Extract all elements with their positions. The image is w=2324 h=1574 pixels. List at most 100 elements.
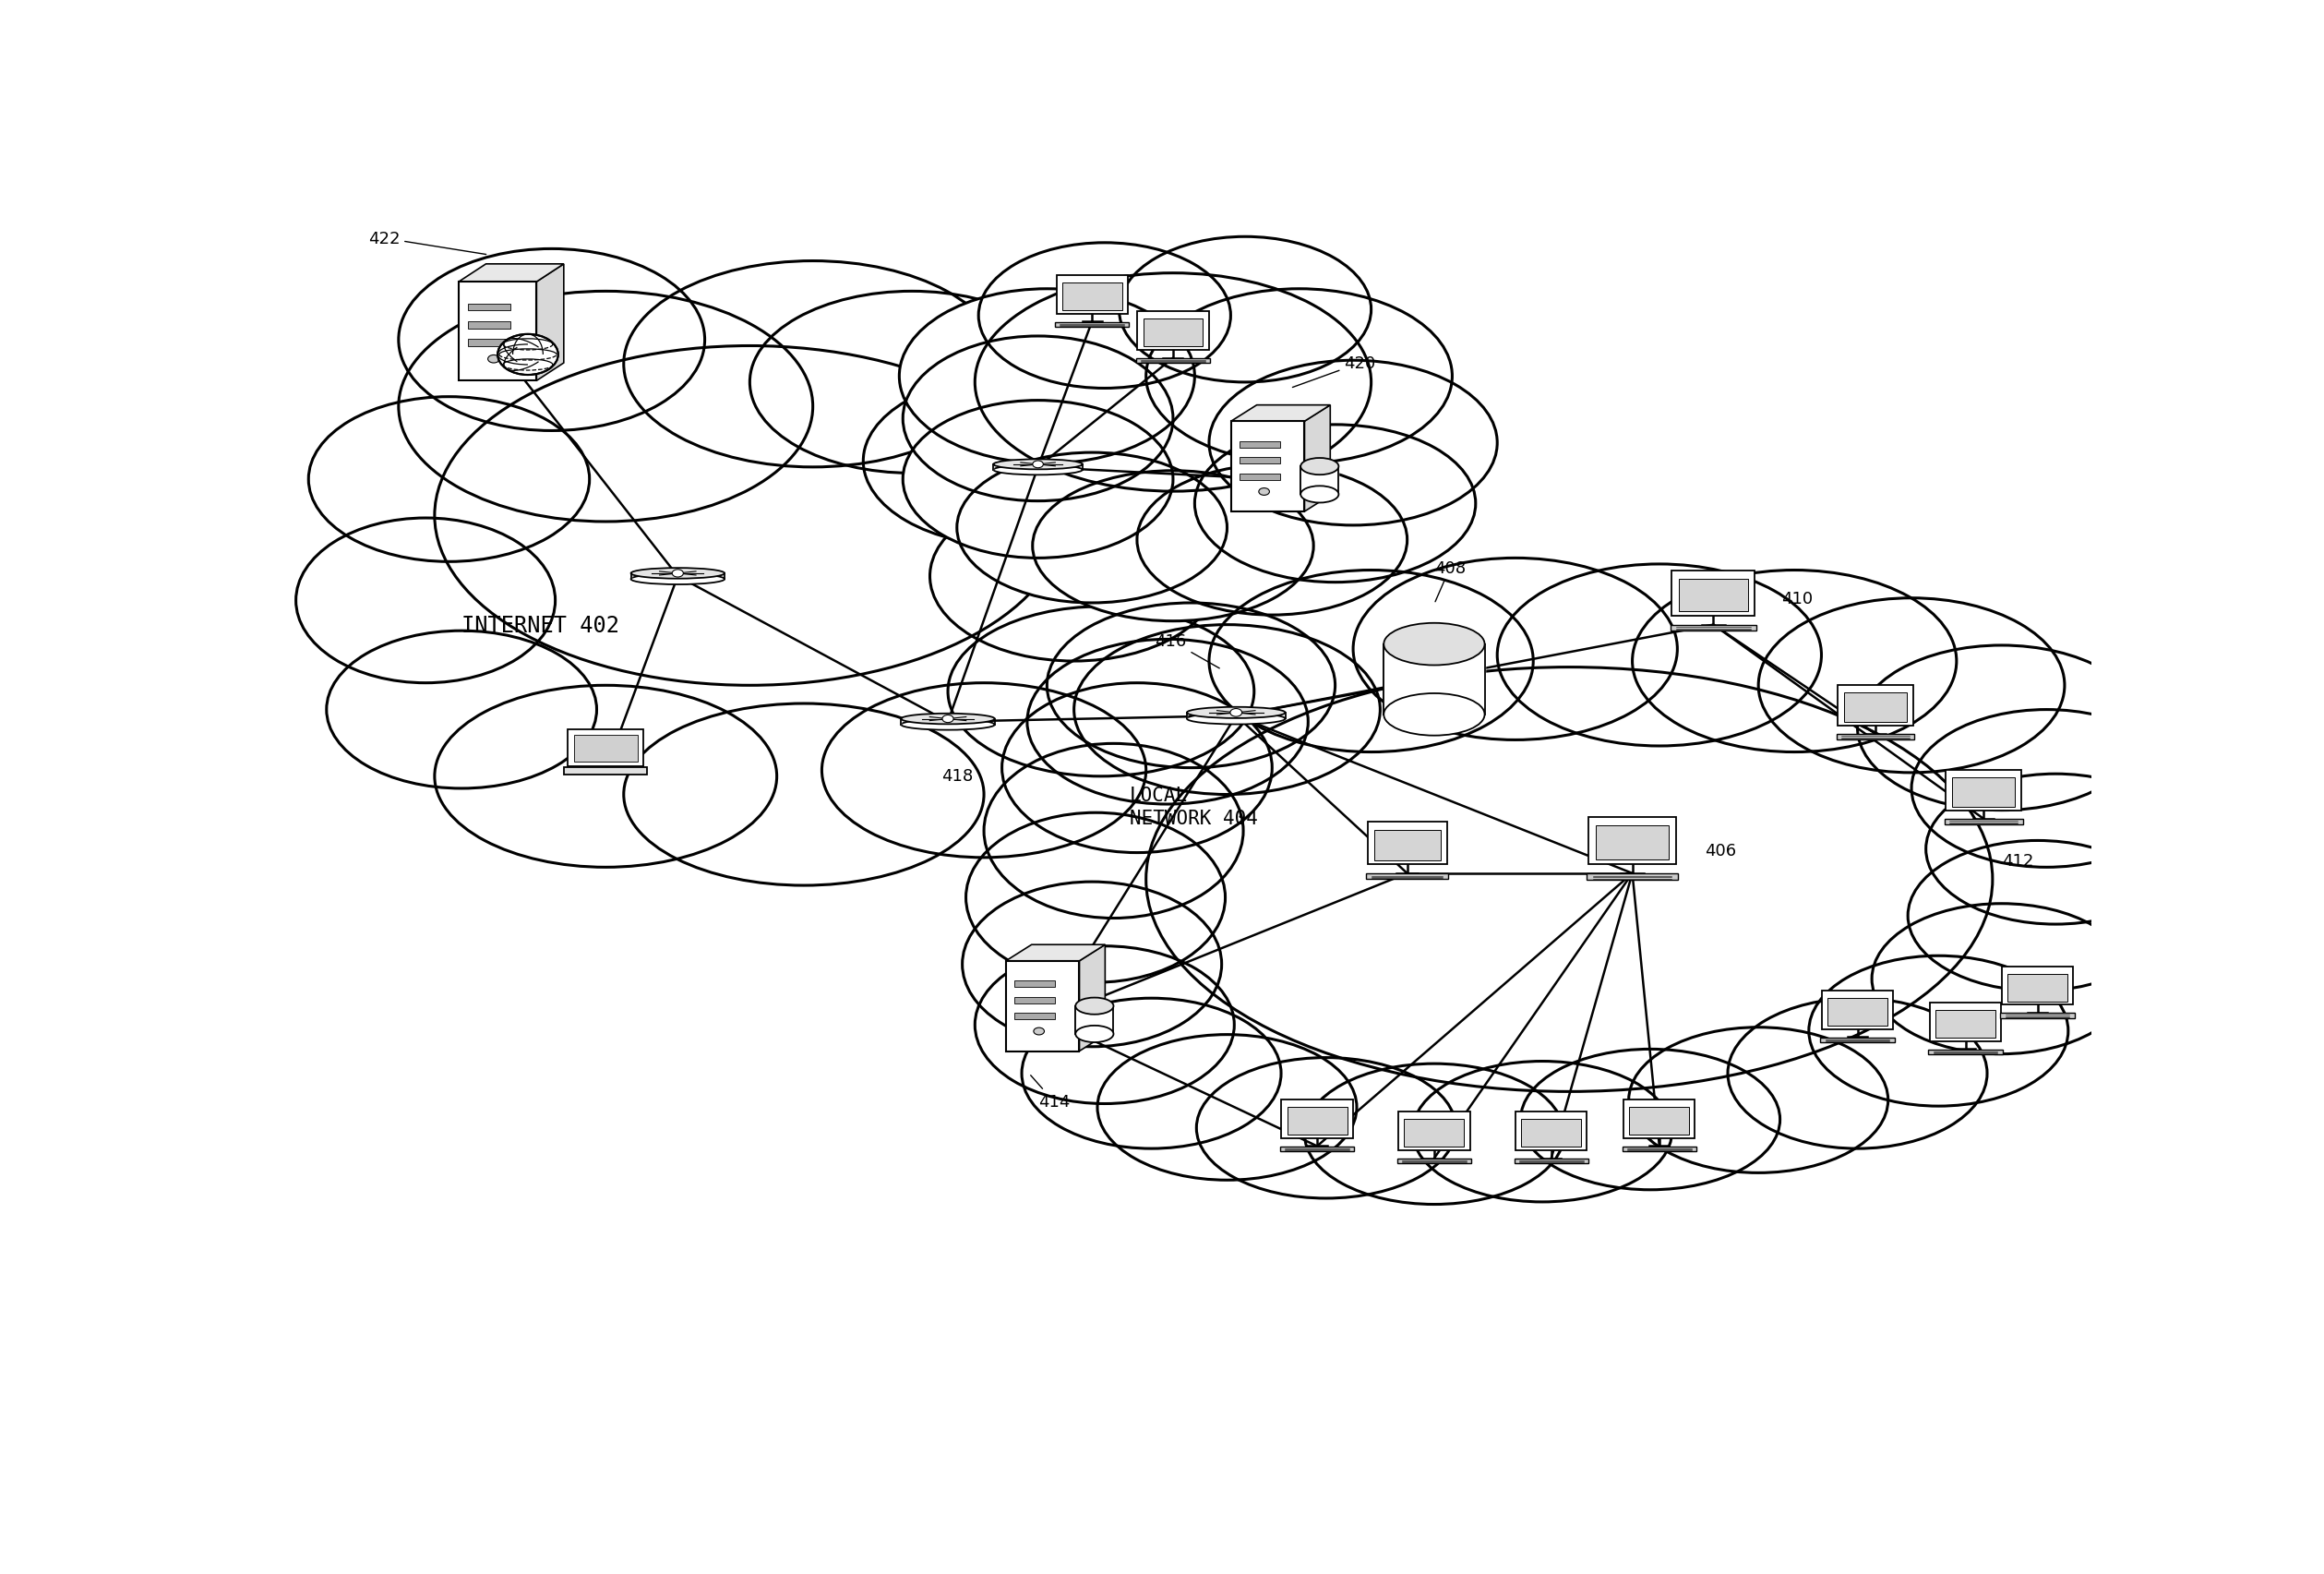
Ellipse shape	[1076, 998, 1113, 1015]
Bar	[1945, 770, 2022, 811]
Ellipse shape	[1520, 1050, 1780, 1190]
Ellipse shape	[1146, 667, 1992, 1092]
Bar	[1929, 1050, 2003, 1055]
Ellipse shape	[957, 453, 1227, 603]
Bar	[1367, 874, 1448, 880]
Bar	[1016, 981, 1055, 987]
Bar	[1239, 474, 1281, 480]
Ellipse shape	[623, 704, 983, 886]
Ellipse shape	[1497, 565, 1822, 746]
Bar	[1239, 458, 1281, 464]
Ellipse shape	[623, 261, 1002, 467]
Ellipse shape	[902, 719, 995, 730]
Ellipse shape	[325, 631, 597, 789]
Ellipse shape	[976, 946, 1234, 1103]
Ellipse shape	[1301, 458, 1339, 475]
Bar	[567, 730, 644, 767]
Bar	[1629, 1108, 1690, 1135]
Ellipse shape	[400, 249, 704, 431]
Ellipse shape	[1631, 571, 1957, 752]
Circle shape	[941, 716, 953, 722]
Bar	[1587, 874, 1678, 880]
Ellipse shape	[862, 376, 1160, 546]
Ellipse shape	[630, 568, 725, 579]
Bar	[1287, 1108, 1348, 1135]
Text: LOCAL
NETWORK 404: LOCAL NETWORK 404	[1129, 787, 1257, 828]
Ellipse shape	[1097, 1034, 1357, 1180]
Circle shape	[1260, 488, 1269, 496]
Ellipse shape	[1188, 707, 1285, 719]
Ellipse shape	[1002, 683, 1271, 853]
Ellipse shape	[1871, 903, 2131, 1055]
Text: 422: 422	[367, 230, 486, 255]
Circle shape	[1034, 1028, 1043, 1036]
Polygon shape	[458, 264, 565, 282]
Ellipse shape	[751, 291, 1074, 474]
Bar	[467, 323, 511, 329]
Bar	[467, 304, 511, 312]
Ellipse shape	[1208, 571, 1534, 752]
Bar	[1671, 571, 1755, 615]
Bar	[1678, 579, 1748, 612]
Circle shape	[488, 356, 500, 364]
Bar	[1143, 320, 1204, 348]
Ellipse shape	[309, 397, 590, 562]
Bar	[1822, 992, 1894, 1029]
Ellipse shape	[1304, 1064, 1564, 1204]
Bar	[1404, 1119, 1464, 1147]
Ellipse shape	[1927, 774, 2185, 924]
Bar	[1597, 826, 1669, 859]
Ellipse shape	[1146, 290, 1452, 464]
Ellipse shape	[1913, 710, 2182, 867]
Bar	[1515, 1113, 1587, 1151]
Bar	[1055, 323, 1129, 327]
Bar	[1622, 1147, 1697, 1152]
Circle shape	[672, 570, 683, 578]
Bar	[1820, 1037, 1894, 1042]
Text: 414: 414	[1030, 1075, 1069, 1110]
Ellipse shape	[983, 745, 1243, 919]
Ellipse shape	[967, 814, 1225, 982]
Polygon shape	[1006, 944, 1106, 962]
Text: 406: 406	[1703, 842, 1736, 859]
Bar	[1836, 735, 1915, 740]
Bar	[1945, 820, 2022, 825]
Text: 412: 412	[2001, 852, 2034, 869]
Ellipse shape	[1208, 360, 1497, 526]
Polygon shape	[1078, 944, 1106, 1051]
Bar	[1281, 1147, 1355, 1152]
Ellipse shape	[630, 575, 725, 586]
Bar	[2001, 966, 2073, 1006]
Ellipse shape	[1727, 998, 1987, 1149]
Ellipse shape	[400, 291, 813, 523]
Text: 410: 410	[1783, 590, 1813, 608]
Bar	[1827, 998, 1887, 1026]
Bar	[1016, 998, 1055, 1004]
Ellipse shape	[1908, 841, 2168, 992]
Circle shape	[497, 335, 558, 376]
Ellipse shape	[435, 686, 776, 867]
Bar	[1232, 422, 1304, 512]
Ellipse shape	[948, 608, 1255, 776]
Ellipse shape	[902, 337, 1174, 502]
Ellipse shape	[1074, 625, 1380, 795]
Polygon shape	[537, 264, 565, 381]
Bar	[1239, 442, 1281, 449]
Bar	[1843, 693, 1908, 722]
Bar	[458, 282, 537, 381]
Bar	[1929, 1003, 2001, 1042]
Circle shape	[1229, 708, 1241, 718]
Bar	[1062, 283, 1122, 310]
Ellipse shape	[1120, 238, 1371, 382]
Bar	[467, 340, 511, 346]
Circle shape	[1032, 461, 1043, 469]
Polygon shape	[1232, 406, 1329, 422]
Ellipse shape	[1353, 559, 1678, 740]
Ellipse shape	[1383, 694, 1485, 737]
Text: 418: 418	[941, 768, 974, 784]
Ellipse shape	[992, 466, 1083, 475]
Ellipse shape	[1808, 955, 2068, 1107]
Ellipse shape	[1188, 713, 1285, 724]
Text: 416: 416	[1155, 633, 1220, 669]
Bar	[1522, 1119, 1580, 1147]
